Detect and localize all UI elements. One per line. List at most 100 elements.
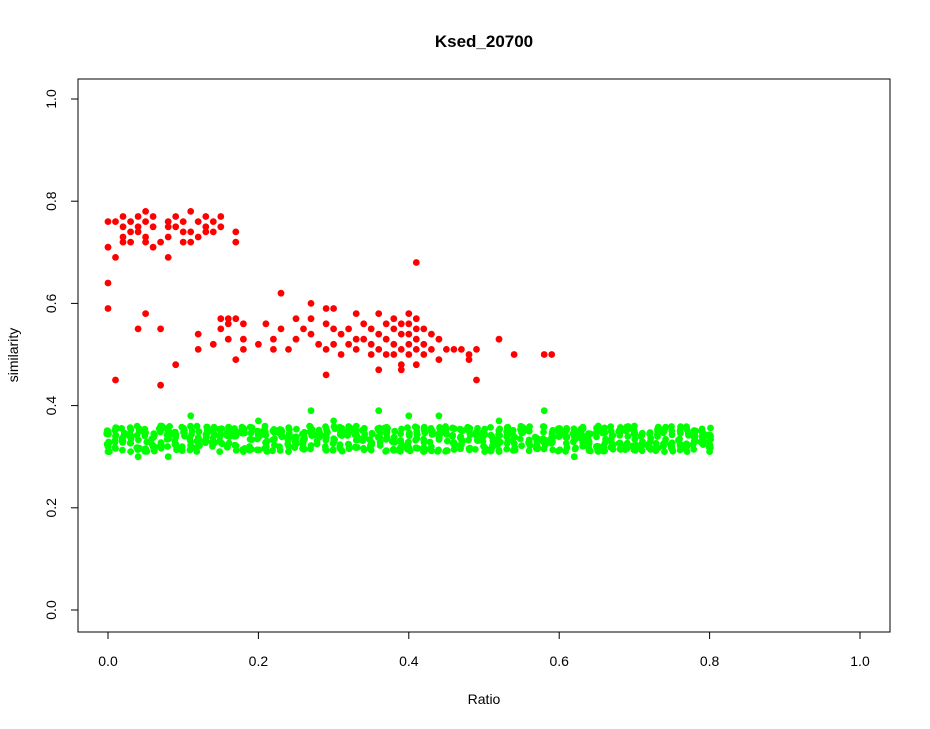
green-point: [677, 423, 684, 430]
green-point: [474, 437, 482, 445]
green-point: [450, 439, 458, 446]
green-point: [654, 430, 661, 438]
green-point: [668, 427, 676, 435]
green-point: [683, 448, 691, 455]
green-point: [361, 430, 369, 438]
green-point: [585, 440, 593, 448]
green-point: [420, 444, 428, 451]
red-point: [134, 223, 142, 231]
red-point: [187, 238, 195, 246]
red-point: [127, 238, 134, 246]
red-point: [149, 213, 157, 220]
green-point: [519, 429, 527, 436]
green-point: [579, 423, 587, 431]
red-point: [157, 238, 165, 246]
green-point: [668, 446, 676, 454]
red-point: [172, 361, 180, 369]
green-point: [255, 417, 262, 425]
green-point: [141, 425, 149, 433]
green-point: [104, 443, 112, 450]
green-point: [238, 423, 246, 431]
red-point: [149, 243, 157, 251]
red-point: [157, 325, 165, 333]
green-point: [247, 445, 255, 453]
red-point: [194, 218, 202, 226]
red-point: [465, 356, 473, 363]
green-point: [435, 431, 443, 439]
green-point: [391, 427, 399, 435]
red-point: [142, 233, 150, 241]
green-point: [344, 432, 351, 439]
green-point: [397, 430, 404, 438]
green-point: [524, 425, 532, 433]
green-point: [119, 438, 127, 445]
green-point: [473, 431, 481, 439]
green-point: [271, 435, 278, 443]
red-point: [420, 351, 428, 358]
red-point: [435, 356, 443, 363]
green-point: [444, 447, 451, 454]
green-point: [570, 453, 578, 461]
green-point: [616, 445, 624, 453]
green-point: [216, 448, 224, 455]
red-point: [127, 228, 134, 236]
green-point: [253, 446, 261, 454]
red-point: [412, 325, 420, 333]
red-point: [157, 381, 165, 389]
red-point: [119, 233, 127, 241]
green-point: [662, 435, 669, 443]
red-point: [104, 305, 112, 312]
green-point: [599, 429, 607, 437]
red-point: [352, 346, 360, 353]
green-point: [495, 446, 503, 454]
red-point: [104, 279, 112, 287]
green-point: [299, 445, 306, 452]
green-point: [707, 424, 714, 432]
red-point: [443, 346, 450, 353]
green-point: [518, 442, 525, 450]
green-point: [216, 425, 224, 433]
green-point: [247, 429, 255, 437]
green-point: [329, 446, 337, 454]
red-point: [202, 213, 210, 220]
red-point: [232, 315, 240, 323]
y-tick-label: 0.8: [43, 191, 59, 211]
green-point: [511, 446, 519, 454]
red-point: [322, 320, 330, 328]
red-point: [420, 340, 428, 348]
red-point: [375, 330, 383, 338]
green-point: [700, 430, 707, 437]
green-point: [548, 431, 556, 438]
green-point: [157, 439, 165, 446]
red-point: [172, 223, 180, 231]
green-point: [209, 442, 216, 450]
red-point: [397, 366, 405, 374]
green-point: [196, 442, 203, 449]
green-point: [607, 423, 615, 430]
x-tick-label: 1.0: [850, 653, 870, 669]
green-point: [690, 438, 698, 446]
red-point: [224, 315, 232, 323]
green-point: [238, 429, 246, 437]
chart-title: Ksed_20700: [435, 32, 533, 51]
green-point: [148, 435, 156, 443]
green-point: [554, 447, 562, 455]
red-point: [322, 371, 330, 379]
green-point: [126, 433, 134, 440]
green-point: [697, 438, 705, 446]
green-point: [104, 427, 112, 435]
green-point: [682, 441, 690, 448]
red-point: [194, 346, 202, 353]
red-point: [397, 361, 405, 369]
red-point: [367, 340, 375, 348]
green-point: [157, 422, 165, 430]
green-point: [186, 435, 194, 442]
red-point: [217, 223, 225, 231]
green-point: [173, 446, 180, 454]
green-point: [629, 444, 637, 451]
green-point: [593, 428, 600, 436]
green-point: [435, 446, 442, 454]
green-point: [383, 447, 390, 455]
green-point: [563, 433, 571, 441]
red-point: [345, 325, 352, 333]
